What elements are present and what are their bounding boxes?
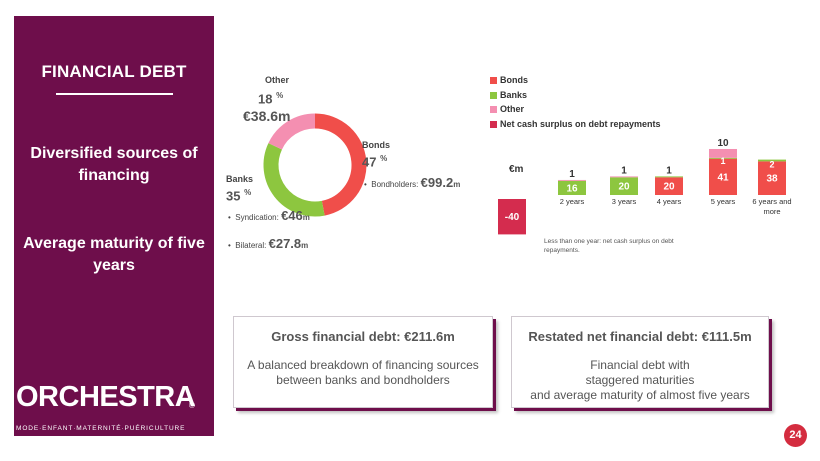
net-debt-card: Restated net financial debt: €111.5m Fin… [511, 316, 769, 408]
legend-net-cash: Net cash surplus on debt repayments [500, 119, 661, 129]
chart-annotation: Less than one year: net cash surplus on … [544, 238, 674, 254]
bar-segment-other [610, 176, 638, 178]
donut-slice-bonds [314, 113, 367, 216]
segment-value-label: 41 [717, 172, 729, 183]
net-debt-heading: Restated net financial debt: €111.5m [528, 329, 752, 344]
bilateral-line: • Bilateral: €27.8m [228, 236, 309, 251]
page-number: 24 [784, 424, 807, 447]
gross-debt-heading: Gross financial debt: €211.6m [271, 329, 455, 344]
debt-breakdown-donut [263, 113, 367, 217]
other-amount: €38.6m [243, 108, 291, 124]
chart-unit-label: €m [509, 164, 524, 175]
bondholders-line: • Bondholders: €99.2m [364, 175, 461, 190]
bar-segment-bonds [709, 158, 737, 195]
x-tick-label: 2 years [560, 197, 585, 206]
legend-swatch-banks [490, 92, 497, 99]
logo-registered-mark: ® [189, 401, 195, 410]
bar-segment-banks [558, 180, 586, 195]
segment-value-label: 10 [717, 138, 729, 149]
sidebar: FINANCIAL DEBT Diversified sources of fi… [14, 16, 214, 436]
segment-value-label: 38 [766, 174, 778, 185]
segment-value-label: 1 [569, 169, 575, 180]
bar-segment-banks [655, 176, 683, 178]
segment-value-label: 1 [720, 156, 725, 166]
bonds-label: Bonds [362, 140, 390, 150]
gross-debt-card: Gross financial debt: €211.6m A balanced… [233, 316, 493, 408]
segment-value-label: 16 [566, 183, 578, 194]
bar-segment-banks [758, 159, 786, 162]
bar-segment-other [709, 148, 737, 158]
bar-segment-bonds [655, 177, 683, 195]
x-tick-label: 6 years and [752, 197, 791, 206]
title-underline [56, 93, 173, 95]
segment-value-label: 20 [663, 182, 675, 193]
banks-pct: 35 % [226, 188, 252, 204]
legend-other: Other [500, 104, 525, 114]
other-label: Other [265, 75, 290, 85]
segment-value-label: 20 [618, 182, 630, 193]
donut-slice-other [268, 113, 316, 150]
net-debt-description: Financial debt with staggered maturities… [530, 358, 750, 402]
legend-swatch-net-cash [490, 121, 497, 128]
segment-value-label: 2 [769, 160, 774, 170]
x-tick-label: more [763, 207, 780, 216]
syndication-line: • Syndication: €46m [228, 208, 310, 223]
bar-segment-bonds [758, 161, 786, 195]
legend-banks: Banks [500, 90, 528, 100]
point-diversified-sources: Diversified sources of financing [30, 145, 198, 184]
legend-swatch-bonds [490, 77, 497, 84]
bar-segment-banks [709, 157, 737, 159]
legend-bonds: Bonds [500, 75, 528, 85]
x-tick-label: 3 years [612, 197, 637, 206]
point-average-maturity: Average maturity of five years [23, 235, 205, 274]
x-tick-label: 5 years [711, 197, 736, 206]
segment-value-label: -40 [505, 212, 520, 223]
banks-label: Banks [226, 174, 254, 184]
x-tick-label: 4 years [657, 197, 682, 206]
legend-swatch-other [490, 106, 497, 113]
other-pct: 18 % [258, 91, 284, 107]
segment-value-label: 1 [621, 165, 627, 176]
bar-segment-net [498, 199, 526, 235]
donut-slice-banks [263, 143, 325, 217]
sidebar-title: FINANCIAL DEBT [41, 62, 187, 81]
bar-segment-other [558, 179, 586, 181]
logo-tagline: MODE·ENFANT·MATERNITÉ·PUÉRICULTURE [16, 425, 186, 432]
gross-debt-description: A balanced breakdown of financing source… [247, 358, 479, 387]
segment-value-label: 1 [666, 165, 672, 176]
bonds-pct: 47 % [362, 154, 388, 170]
bar-segment-banks [610, 177, 638, 195]
orchestra-logo: ORCHESTRA [16, 381, 196, 413]
